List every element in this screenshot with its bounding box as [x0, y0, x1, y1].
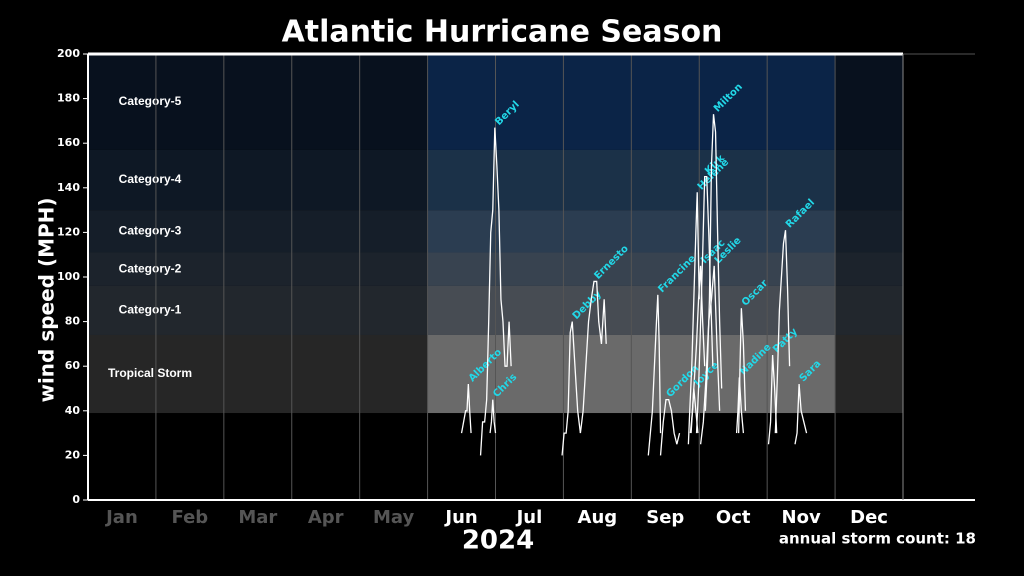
storm-track	[561, 321, 582, 456]
x-tick-label: Jul	[515, 507, 543, 528]
storm-track	[579, 280, 607, 434]
y-tick-label: 140	[57, 181, 80, 194]
band-label: Category-4	[119, 172, 182, 186]
y-tick-label: 160	[57, 136, 80, 149]
x-tick-label: Feb	[172, 507, 209, 528]
band-label: Category-5	[119, 94, 182, 108]
y-tick-label: 200	[57, 47, 80, 60]
storm-track	[690, 388, 699, 434]
storm-track	[489, 399, 497, 434]
y-tick-label: 40	[65, 404, 81, 417]
y-tick-label: 180	[57, 92, 80, 105]
storm-track	[460, 384, 472, 434]
y-tick-label: 80	[65, 315, 81, 328]
band-label: Category-2	[119, 261, 182, 275]
y-tick-label: 0	[72, 493, 80, 506]
storm-track	[659, 399, 681, 456]
chart-title: Atlantic Hurricane Season	[282, 15, 723, 50]
x-tick-label: Sep	[646, 507, 684, 528]
x-tick-label: Oct	[716, 507, 751, 528]
storm-track	[774, 230, 791, 434]
storm-track	[737, 308, 747, 434]
x-axis-label: 2024	[462, 526, 534, 556]
storm-track	[687, 192, 700, 445]
storm-count: annual storm count: 18	[779, 530, 976, 548]
band-label: Tropical Storm	[108, 366, 192, 380]
y-tick-label: 120	[57, 225, 80, 238]
x-tick-label: Jan	[104, 507, 138, 528]
x-tick-label: Apr	[308, 507, 344, 528]
x-tick-label: Jun	[443, 507, 477, 528]
x-tick-label: Aug	[578, 507, 618, 528]
storm-track	[794, 383, 808, 445]
y-axis-label: wind speed (MPH)	[35, 197, 59, 402]
x-tick-label: Nov	[782, 507, 821, 528]
band-label: Category-3	[119, 223, 182, 237]
y-tick-label: 60	[65, 359, 81, 372]
x-tick-label: Mar	[238, 507, 277, 528]
y-tick-label: 100	[57, 270, 80, 283]
y-tick-label: 20	[65, 448, 81, 461]
band-label: Category-1	[119, 303, 182, 317]
storm-track	[699, 265, 721, 445]
storm-track	[767, 355, 778, 445]
storm-track	[479, 127, 512, 456]
x-tick-label: May	[373, 507, 415, 528]
storm-track	[647, 294, 662, 456]
storm-track	[704, 114, 723, 411]
x-tick-label: Dec	[850, 507, 888, 528]
